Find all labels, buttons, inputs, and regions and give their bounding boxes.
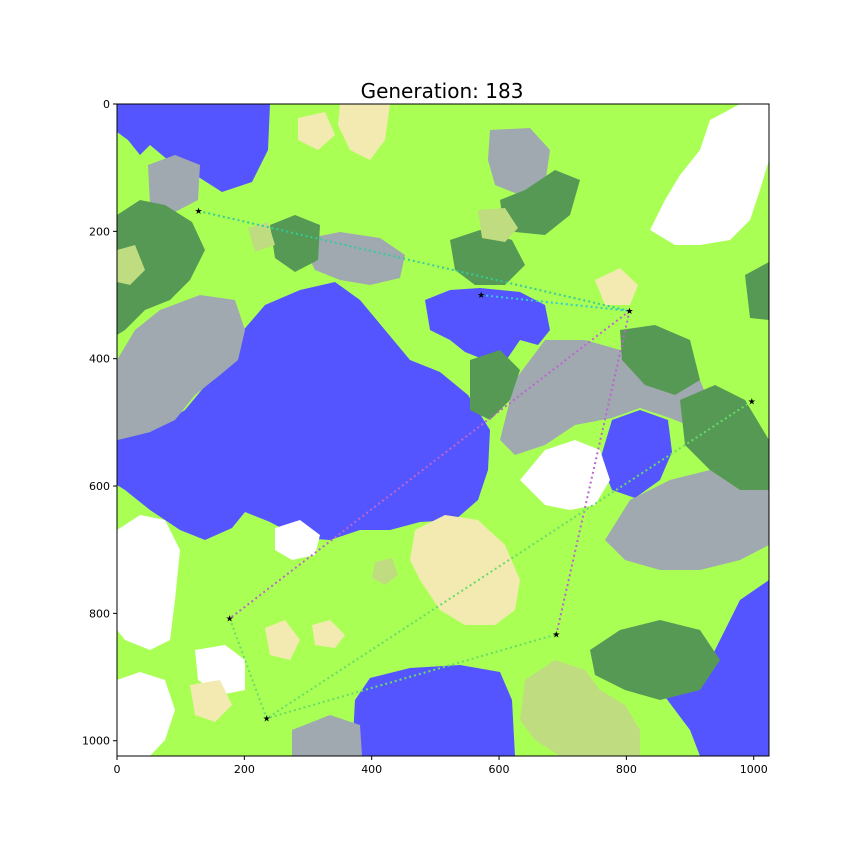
terrain-forest-mid xyxy=(450,230,525,285)
route-line xyxy=(198,209,630,312)
route-line xyxy=(228,618,557,720)
route-line xyxy=(266,400,753,720)
terrain-forest-ridge xyxy=(270,215,320,272)
terrain-snow-c xyxy=(275,520,320,560)
chart-title: Generation: 183 xyxy=(361,79,524,103)
y-tick-label: 200 xyxy=(89,225,110,238)
terrain-water-mid xyxy=(425,288,550,362)
terrain-snow-sw xyxy=(117,672,175,756)
city-star-icon: ★ xyxy=(226,614,234,624)
terrain-sand-nw xyxy=(298,112,335,150)
terrain-rock-se xyxy=(605,470,769,570)
terrain-sand-n xyxy=(338,104,390,160)
y-tick-label: 800 xyxy=(89,607,110,620)
routes-layer xyxy=(198,209,753,720)
terrain-forest-e xyxy=(620,325,700,395)
terrain-forest-far-se xyxy=(590,620,720,700)
city-star-icon: ★ xyxy=(477,291,485,301)
terrain-sand-s xyxy=(410,515,520,625)
terrain-rock-west xyxy=(117,295,245,440)
x-tick-label: 1000 xyxy=(740,763,768,776)
terrain-sand-sw xyxy=(190,680,232,722)
terrain-snow-ne xyxy=(650,104,769,245)
terrain-rock-ridge xyxy=(300,232,405,285)
city-star-icon: ★ xyxy=(552,630,560,640)
terrain-forest-w xyxy=(117,200,205,335)
terrain-rock-n xyxy=(488,128,550,195)
x-tick-label: 600 xyxy=(489,763,510,776)
y-tick-label: 400 xyxy=(89,353,110,366)
terrain-forest-ne xyxy=(745,262,769,320)
route-line xyxy=(229,310,631,620)
terrain-water-lake xyxy=(117,282,490,540)
city-star-icon: ★ xyxy=(626,307,634,317)
terrain-meadow-c xyxy=(372,558,398,585)
terrain-water-south xyxy=(352,665,515,756)
y-axis: 0 200 400 600 800 1000 xyxy=(82,98,117,748)
x-axis: 0 200 400 600 800 1000 xyxy=(114,756,768,776)
terrain-rock-nw xyxy=(148,155,200,212)
y-tick-label: 600 xyxy=(89,480,110,493)
x-tick-label: 0 xyxy=(114,763,121,776)
city-star-icon: ★ xyxy=(194,207,202,217)
terrain-forest-n xyxy=(500,170,580,235)
terrain-sand-s3 xyxy=(312,620,345,648)
y-tick-label: 1000 xyxy=(82,735,110,748)
terrain-sand-e xyxy=(595,268,638,305)
city-star-icon: ★ xyxy=(748,397,756,407)
terrain-forest-center xyxy=(470,350,520,420)
terrain-meadow-s xyxy=(520,660,640,756)
terrain-meadow-nw xyxy=(248,222,275,252)
plot-frame xyxy=(116,103,770,757)
x-tick-label: 200 xyxy=(234,763,255,776)
city-star-icon: ★ xyxy=(263,714,271,724)
terrain-rock-sw xyxy=(292,715,362,756)
terrain-sand-s2 xyxy=(265,620,300,660)
terrain-map xyxy=(117,104,769,756)
x-tick-label: 800 xyxy=(616,763,637,776)
terrain-forest-se xyxy=(680,385,769,490)
terrain-water-east xyxy=(600,410,672,498)
x-tick-label: 400 xyxy=(361,763,382,776)
terrain-meadow-n xyxy=(478,208,518,242)
y-tick-label: 0 xyxy=(103,98,110,111)
route-line xyxy=(555,310,631,635)
terrain-snow-w xyxy=(117,515,180,650)
terrain-water-nw xyxy=(117,104,270,192)
cities-layer: ★ ★ ★ ★ ★ ★ ★ xyxy=(194,207,755,724)
terrain-meadow-w xyxy=(117,245,145,285)
